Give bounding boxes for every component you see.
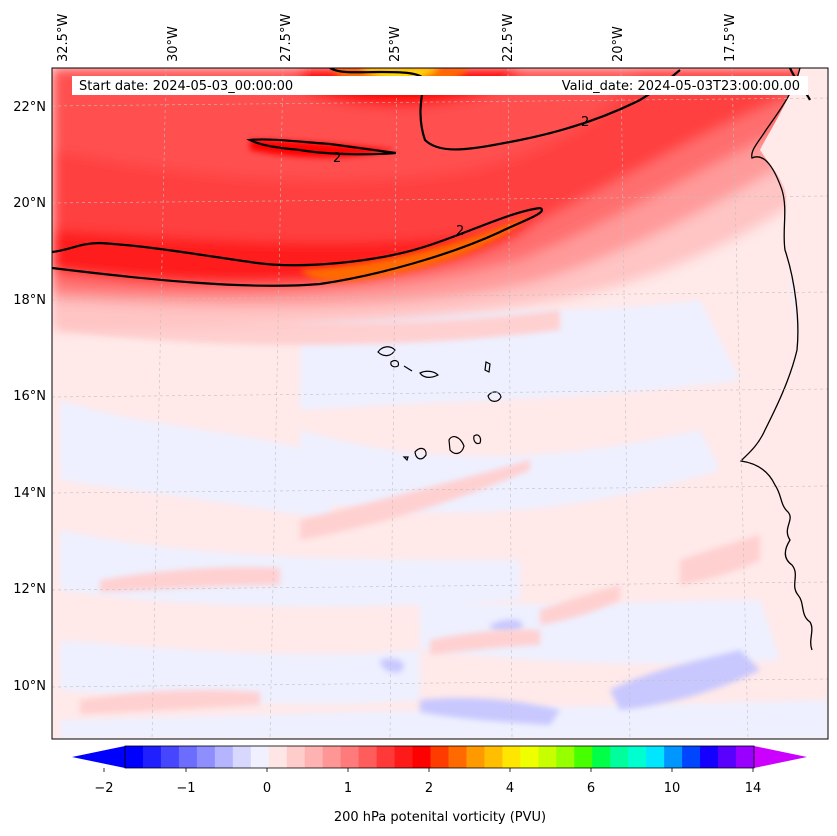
colorbar-cell: [268, 746, 288, 768]
cape-verde-islands: [377, 346, 502, 462]
contour-label: 2: [333, 151, 341, 166]
lon-label: 30°W: [166, 26, 181, 62]
colorbar-cell: [520, 746, 539, 768]
colorbar-cell: [466, 746, 485, 768]
colorbar-cell: [538, 746, 557, 768]
lat-label: 18°N: [13, 293, 46, 308]
colorbar-tick-label: 2: [425, 781, 433, 796]
colorbar-extend-low: [72, 746, 125, 768]
colorbar-label: 200 hPa potenital vorticity (PVU): [334, 810, 546, 825]
colorbar-cell: [556, 746, 575, 768]
colorbar-cell: [412, 746, 432, 768]
contour-labels: 2 2 2: [333, 115, 589, 239]
colorbar-cell: [664, 746, 683, 768]
lat-label: 22°N: [13, 100, 46, 115]
colorbar-tick-label: 6: [587, 781, 595, 796]
colorbar-cell: [700, 746, 719, 768]
colorbar-cell: [376, 746, 396, 768]
colorbar-tick-label: 0: [263, 781, 271, 796]
date-banner: [72, 76, 808, 95]
colorbar-cell: [304, 746, 324, 768]
contour-label: 2: [581, 115, 589, 130]
colorbar-cell: [232, 746, 252, 768]
colorbar-cell: [574, 746, 593, 768]
colorbar-cell: [340, 746, 360, 768]
colorbar-tick-label: 14: [745, 781, 762, 796]
pv-field: 2 2 2: [52, 68, 828, 739]
colorbar-extend-high: [754, 746, 807, 768]
lon-label: 17.5°W: [723, 14, 738, 62]
map-frame: [51, 67, 829, 740]
colorbar-cell: [448, 746, 467, 768]
colorbar-frame: [124, 745, 755, 769]
lat-label: 12°N: [13, 582, 46, 597]
lat-label: 20°N: [13, 196, 46, 211]
lon-label: 27.5°W: [279, 14, 294, 62]
lat-label: 16°N: [13, 389, 46, 404]
valid-date: Valid_date: 2024-05-03T23:00:00.00: [562, 79, 800, 94]
colorbar-cell: [628, 746, 647, 768]
graticule: [52, 68, 828, 739]
colorbar-cell: [682, 746, 701, 768]
start-date: Start date: 2024-05-03_00:00:00: [79, 79, 293, 94]
lat-label: 10°N: [13, 679, 46, 694]
colorbar-cell: [592, 746, 611, 768]
colorbar-cell: [358, 746, 378, 768]
colorbar-cell: [125, 746, 144, 768]
contour-label: 2: [456, 224, 464, 239]
lon-label: 25°W: [388, 26, 403, 62]
colorbar-cell: [430, 746, 449, 768]
colorbar-cell: [718, 746, 737, 768]
colorbar-cell: [394, 746, 414, 768]
colorbar-cell: [196, 746, 216, 768]
lon-label: 20°W: [611, 26, 626, 62]
colorbar-cell: [502, 746, 521, 768]
colorbar: −2 −1 0 1 2 4 6 10 14 200 hPa potenital …: [72, 745, 807, 825]
colorbar-tick-label: 1: [344, 781, 352, 796]
colorbar-cell: [646, 746, 665, 768]
colorbar-cell: [178, 746, 198, 768]
colorbar-cell: [322, 746, 342, 768]
longitude-labels: 32.5°W 30°W 27.5°W 25°W 22.5°W 20°W 17.5…: [56, 14, 738, 62]
colorbar-cell: [484, 746, 503, 768]
colorbar-cell: [160, 746, 180, 768]
coastline: [739, 68, 813, 651]
colorbar-tick-label: 4: [506, 781, 514, 796]
colorbar-cell: [214, 746, 234, 768]
latitude-labels: 22°N 20°N 18°N 16°N 14°N 12°N 10°N: [13, 100, 46, 694]
lon-label: 22.5°W: [501, 14, 516, 62]
colorbar-cell: [610, 746, 629, 768]
lat-label: 14°N: [13, 486, 46, 501]
colorbar-tick-label: −1: [176, 781, 195, 796]
colorbar-tick-label: −2: [94, 781, 113, 796]
colorbar-cell: [250, 746, 270, 768]
colorbar-cell: [736, 746, 755, 768]
colorbar-tick-label: 10: [664, 781, 681, 796]
colorbar-cell: [286, 746, 306, 768]
lon-label: 32.5°W: [56, 14, 71, 62]
colorbar-cell: [142, 746, 162, 768]
